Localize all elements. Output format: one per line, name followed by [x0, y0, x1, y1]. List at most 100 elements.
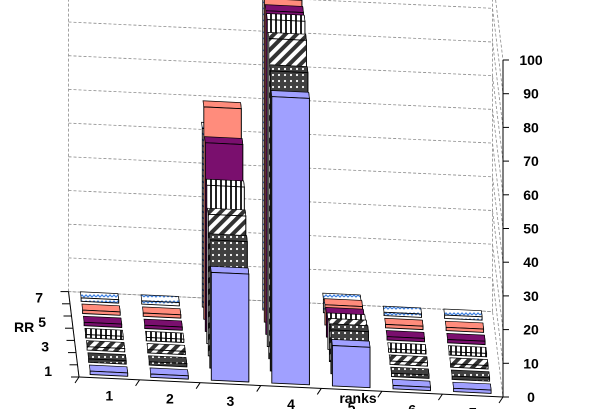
bar — [87, 352, 127, 365]
bar — [86, 340, 126, 353]
x-tick — [135, 379, 140, 387]
x-tick-label: 6 — [408, 402, 416, 409]
gridline — [68, 21, 504, 128]
chart-bars — [80, 0, 492, 394]
y-tick-label: 70 — [523, 153, 539, 169]
bar-front — [447, 339, 486, 346]
y-tick-label: 90 — [523, 86, 539, 102]
bar-front — [391, 372, 430, 379]
bar — [142, 306, 182, 319]
x-axis-title: ranks — [339, 390, 377, 406]
x-tick-label: 7 — [469, 405, 477, 409]
bar — [81, 303, 121, 316]
bar — [270, 90, 310, 386]
y-tick-label: 80 — [523, 119, 539, 135]
bar — [449, 357, 489, 370]
bar-front — [85, 334, 124, 341]
bar — [391, 378, 431, 392]
y-tick-label: 40 — [523, 254, 539, 270]
gridline — [68, 55, 504, 162]
bar — [148, 355, 188, 368]
bar-front — [389, 360, 428, 367]
bar — [382, 305, 422, 318]
bar-front — [453, 387, 492, 394]
bar — [390, 366, 430, 379]
bar-front — [148, 361, 188, 368]
bar — [385, 330, 425, 343]
bar — [446, 333, 486, 346]
bar — [143, 318, 183, 331]
chart-axes: 123456713570102030405060708090100 — [35, 52, 543, 409]
bar — [210, 265, 250, 383]
bar-front — [89, 370, 129, 377]
bar-front — [331, 345, 371, 389]
bar-front — [210, 271, 250, 383]
bar-front — [142, 312, 182, 319]
bar-front — [150, 373, 189, 380]
bar-front — [445, 326, 485, 333]
y-tick-label: 100 — [519, 52, 543, 68]
y-tick-label: 50 — [523, 221, 539, 237]
bar — [384, 317, 424, 331]
bar — [387, 342, 427, 355]
bar — [447, 345, 488, 358]
gridline — [308, 0, 504, 94]
depth-axis-line — [68, 291, 80, 378]
x-tick — [316, 388, 322, 395]
gridline — [68, 89, 504, 195]
depth-tick-label: 5 — [38, 314, 46, 330]
bar — [145, 330, 185, 343]
bar — [84, 328, 124, 341]
depth-tick-label: 3 — [41, 339, 49, 355]
x-tick-label: 1 — [105, 387, 113, 403]
depth-axis-title: RR — [14, 319, 34, 335]
x-tick — [377, 391, 383, 398]
y-tick-label: 20 — [523, 322, 539, 338]
bar — [331, 339, 371, 389]
bar — [146, 343, 186, 356]
bar-front — [448, 351, 488, 358]
x-tick-label: 2 — [166, 390, 174, 406]
bar-front — [383, 311, 422, 318]
bar-front — [80, 297, 120, 304]
bar — [149, 367, 189, 380]
x-axis-line — [78, 376, 504, 398]
bar — [452, 381, 492, 394]
x-tick — [438, 393, 443, 401]
bar-front — [82, 309, 121, 316]
bar-front — [392, 384, 431, 392]
bar — [443, 308, 483, 321]
bar — [140, 294, 180, 307]
bar-front — [144, 324, 183, 331]
bar — [89, 364, 129, 377]
x-tick — [195, 382, 201, 389]
bar-front — [88, 358, 127, 365]
y-tick-label: 60 — [523, 187, 539, 203]
bar-front — [450, 363, 489, 370]
bar-front — [145, 336, 185, 343]
x-tick-label: 3 — [227, 393, 235, 409]
x-tick — [74, 376, 80, 384]
x-tick-label: 4 — [287, 396, 295, 409]
bar — [388, 354, 428, 367]
y-tick-label: 30 — [523, 288, 539, 304]
bar — [83, 315, 123, 328]
bar-front — [86, 346, 126, 353]
bar-front — [141, 300, 180, 307]
bar — [80, 291, 120, 304]
x-tick — [498, 396, 504, 404]
bar-front — [385, 323, 424, 331]
bar — [450, 369, 491, 382]
bar-front — [386, 336, 425, 343]
bar-front — [444, 314, 483, 321]
y-tick-label: 0 — [527, 389, 535, 405]
gridline — [495, 0, 504, 61]
x-tick-label: 5 — [348, 399, 356, 409]
bar-front — [451, 375, 491, 382]
bar-front — [271, 96, 310, 386]
bar-front — [388, 348, 427, 355]
x-tick — [256, 385, 262, 392]
y-tick-label: 10 — [523, 355, 539, 371]
bar — [444, 320, 485, 333]
